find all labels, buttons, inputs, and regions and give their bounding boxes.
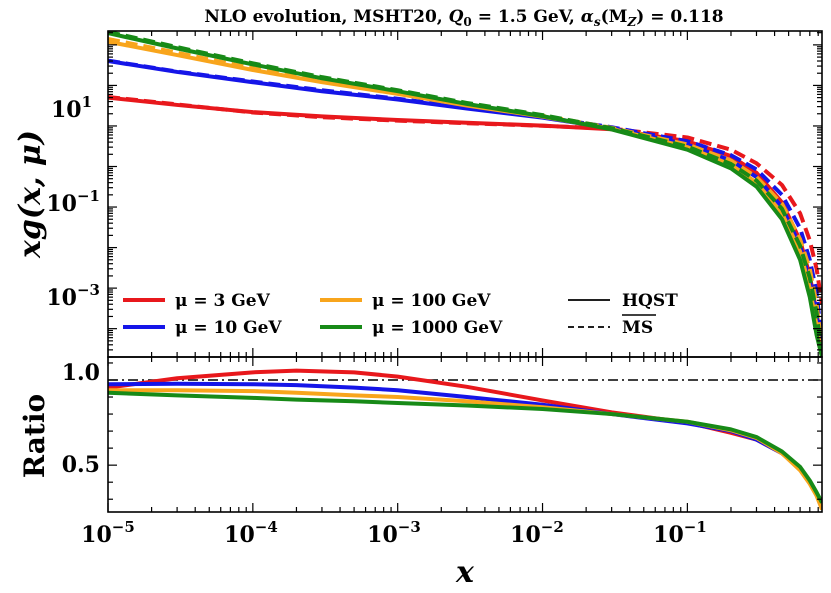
legend-label-mu3: μ = 3 GeV xyxy=(175,291,271,311)
series-3-gev-msbar xyxy=(108,94,822,305)
chart-title: NLO evolution, MSHT20, Q0 = 1.5 GeV, αs(… xyxy=(204,7,723,29)
y-tick-label-1.0: 1.0 xyxy=(62,360,100,386)
x-tick-label-1e-5: 10−5 xyxy=(81,518,135,548)
y-tick-label-1e-1: 10−1 xyxy=(46,187,100,217)
bottom-panel-lines xyxy=(108,368,822,511)
x-tick-label-1e-2: 10−2 xyxy=(510,518,564,548)
y-tick-label-0.5: 0.5 xyxy=(62,452,100,478)
top-y-tick-labels: 101 10−1 10−3 xyxy=(46,93,100,311)
y-tick-label-1e-3: 10−3 xyxy=(46,281,100,311)
ratio-series-100-gev xyxy=(108,388,822,511)
x-tick-label-1e-1: 10−1 xyxy=(653,518,707,548)
bottom-y-tick-labels: 1.0 0.5 xyxy=(62,360,100,478)
legend: μ = 3 GeV μ = 10 GeV μ = 100 GeV μ = 100… xyxy=(123,291,678,338)
y-tick-label-1e1: 101 xyxy=(51,93,92,123)
legend-label-hqst: HQST xyxy=(622,291,678,311)
legend-label-msbar: MS xyxy=(622,318,653,338)
x-tick-label-1e-3: 10−3 xyxy=(367,518,421,548)
series-3-gev-hqst xyxy=(108,95,822,351)
legend-label-mu100: μ = 100 GeV xyxy=(372,291,491,311)
legend-label-mu1000: μ = 1000 GeV xyxy=(372,318,503,338)
series-1000-gev-msbar xyxy=(108,31,822,357)
y-axis-label-top: xg(x, μ) xyxy=(13,130,48,259)
x-axis-label: x xyxy=(455,555,475,590)
bottom-panel-frame xyxy=(107,356,823,513)
y-axis-label-bottom: Ratio xyxy=(18,394,51,478)
top-panel-lines xyxy=(108,31,822,357)
ratio-series-1000-gev xyxy=(108,390,822,504)
x-tick-label-1e-4: 10−4 xyxy=(224,518,278,548)
legend-label-mu10: μ = 10 GeV xyxy=(175,318,282,338)
x-tick-labels: 10−5 10−4 10−3 10−2 10−1 xyxy=(81,518,707,548)
